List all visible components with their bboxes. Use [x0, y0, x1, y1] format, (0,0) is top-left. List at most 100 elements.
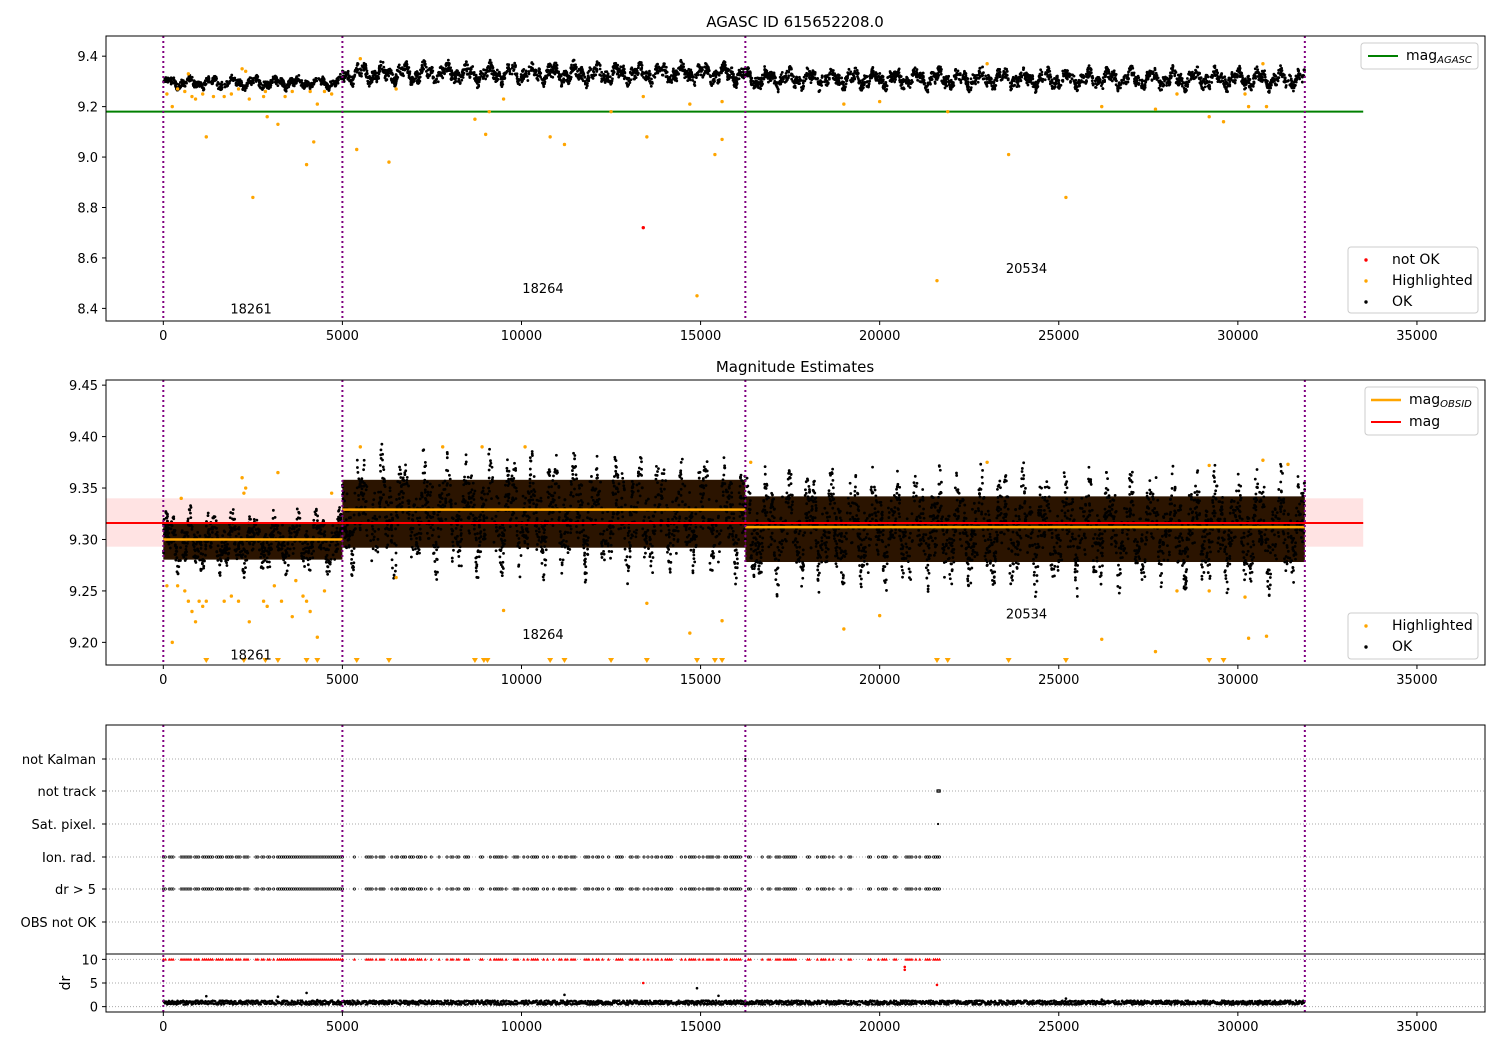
- ok-point: [292, 546, 296, 550]
- ok-point: [663, 69, 667, 73]
- ok-point: [328, 84, 332, 88]
- ok-point: [189, 504, 192, 508]
- ok-point: [1069, 73, 1072, 76]
- ok-point: [755, 82, 759, 86]
- ok-point: [1256, 68, 1260, 72]
- ok-point: [314, 507, 318, 511]
- ok-point: [1053, 81, 1057, 85]
- ok-point: [228, 547, 231, 551]
- ok-point: [1247, 84, 1251, 88]
- ok-point: [1010, 79, 1014, 83]
- ok-point: [944, 84, 948, 87]
- ok-point: [1037, 75, 1041, 79]
- ok-point: [979, 74, 983, 78]
- ok-point: [651, 556, 655, 559]
- ok-point: [982, 77, 986, 81]
- obsid-label: 20534: [1006, 262, 1047, 277]
- ok-point: [958, 73, 962, 77]
- ok-point: [281, 552, 284, 555]
- ok-point: [202, 87, 206, 91]
- ok-point: [969, 88, 973, 92]
- ok-point: [347, 75, 351, 79]
- ok-point: [215, 530, 219, 534]
- ok-point: [648, 73, 652, 77]
- ok-point: [656, 62, 659, 66]
- ok-point: [575, 74, 579, 78]
- ok-point: [334, 533, 338, 537]
- ok-point: [523, 502, 527, 505]
- ok-point: [969, 77, 973, 81]
- ok-point: [1065, 73, 1069, 77]
- ok-point: [1295, 78, 1299, 81]
- ok-point: [553, 61, 557, 65]
- ok-point: [615, 67, 618, 71]
- ok-point: [943, 86, 947, 90]
- ok-point: [750, 76, 754, 80]
- ok-point: [765, 71, 769, 75]
- ok-point: [271, 516, 275, 520]
- ok-point: [219, 559, 223, 563]
- ok-point: [329, 557, 333, 561]
- ok-point: [782, 77, 785, 81]
- ok-point: [262, 80, 266, 84]
- ok-point: [905, 75, 909, 79]
- ok-point: [745, 67, 749, 71]
- ok-point: [339, 72, 342, 76]
- ok-point: [706, 66, 710, 70]
- ok-point: [296, 77, 300, 81]
- ok-point: [536, 77, 540, 81]
- ok-point: [1254, 76, 1258, 80]
- ok-point: [460, 78, 464, 82]
- ok-point: [1224, 80, 1228, 84]
- ok-point: [897, 67, 901, 71]
- ok-point: [1033, 83, 1037, 87]
- ok-point: [743, 67, 746, 71]
- ok-point: [1226, 84, 1230, 87]
- ok-point: [884, 81, 888, 84]
- ok-point: [280, 79, 284, 83]
- ok-point: [722, 473, 726, 477]
- ok-point: [1221, 79, 1225, 83]
- ok-point: [237, 542, 241, 545]
- ok-point: [612, 64, 616, 68]
- ok-point: [457, 77, 461, 81]
- highlighted-point: [487, 109, 491, 114]
- ok-point: [633, 68, 637, 72]
- ok-point: [1015, 85, 1019, 89]
- ok-point: [649, 84, 653, 88]
- ok-point: [1256, 75, 1260, 78]
- ok-point: [325, 570, 329, 573]
- highlighted-point: [1175, 92, 1179, 96]
- ok-point: [847, 67, 851, 71]
- ok-point: [550, 65, 554, 69]
- highlighted-point: [1006, 152, 1011, 157]
- ok-point: [293, 82, 297, 86]
- highlighted-point: [713, 152, 717, 157]
- ok-point: [167, 542, 171, 546]
- ok-point: [647, 77, 650, 81]
- ok-point: [233, 517, 237, 521]
- ok-point: [641, 70, 644, 74]
- ok-point: [368, 77, 372, 81]
- ok-point: [1054, 77, 1058, 81]
- ok-point: [1131, 66, 1135, 70]
- ok-point: [586, 502, 590, 506]
- ok-point: [1027, 78, 1031, 81]
- ok-point: [275, 527, 279, 531]
- ok-point: [198, 83, 202, 87]
- ok-point: [179, 559, 182, 562]
- ok-point: [263, 558, 267, 562]
- ok-point: [1188, 70, 1191, 74]
- ok-point: [259, 555, 263, 559]
- ok-point: [207, 75, 210, 78]
- ok-point: [855, 68, 859, 72]
- ok-point: [834, 81, 838, 85]
- highlighted-point: [483, 132, 488, 137]
- ok-point: [204, 553, 207, 557]
- highlighted-point: [935, 278, 939, 283]
- ok-point: [276, 84, 280, 88]
- ok-point: [456, 69, 459, 73]
- ok-point: [569, 71, 573, 75]
- ok-point: [233, 525, 237, 528]
- ok-point: [1157, 86, 1161, 90]
